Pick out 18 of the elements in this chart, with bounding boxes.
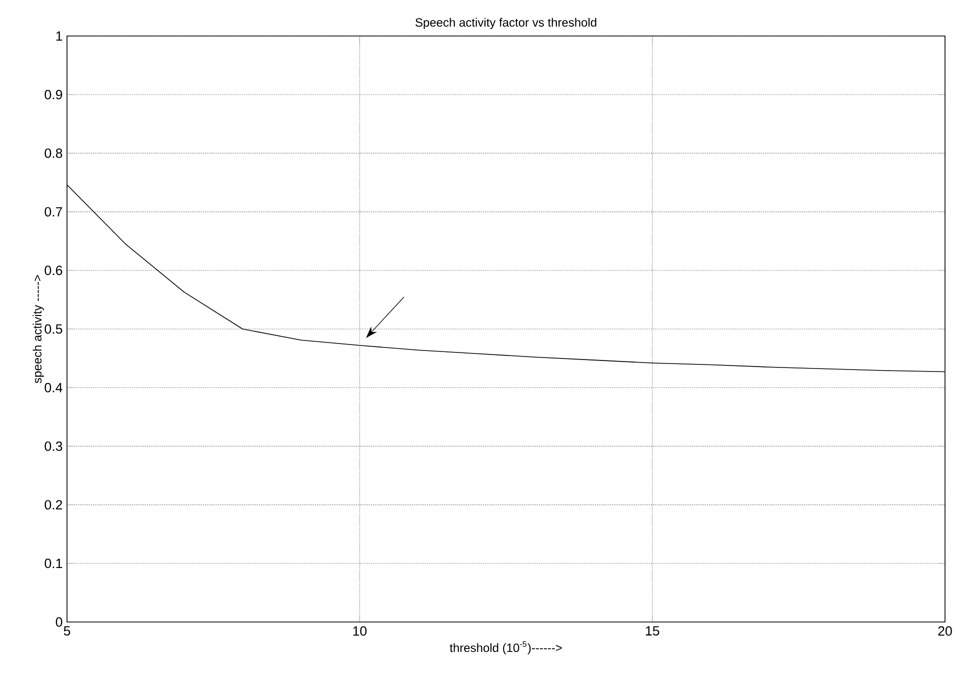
x-tick-label: 10 — [353, 626, 367, 636]
y-tick-label: 0.8 — [44, 148, 62, 158]
y-tick-label: 0 — [56, 617, 62, 627]
chart-title: Speech activity factor vs threshold — [416, 18, 596, 30]
x-tick-label: 5 — [64, 626, 70, 636]
y-tick-label: 0.1 — [44, 558, 62, 568]
y-tick-label: 0.6 — [44, 266, 62, 276]
x-axis-title: threshold (10$^{-5}$)------> — [450, 641, 562, 654]
y-axis-title: speech activity -----> — [32, 275, 44, 384]
y-tick-label: 0.5 — [44, 324, 62, 334]
x-tick-label: 20 — [938, 626, 952, 636]
x-tick-label: 15 — [646, 626, 660, 636]
y-tick-label: 0.4 — [44, 382, 62, 392]
y-tick-label: 1 — [56, 31, 62, 41]
y-tick-label: 0.2 — [44, 500, 62, 510]
y-tick-label: 0.3 — [44, 441, 62, 451]
y-tick-label: 0.9 — [44, 90, 62, 100]
y-tick-label: 0.7 — [44, 207, 62, 217]
